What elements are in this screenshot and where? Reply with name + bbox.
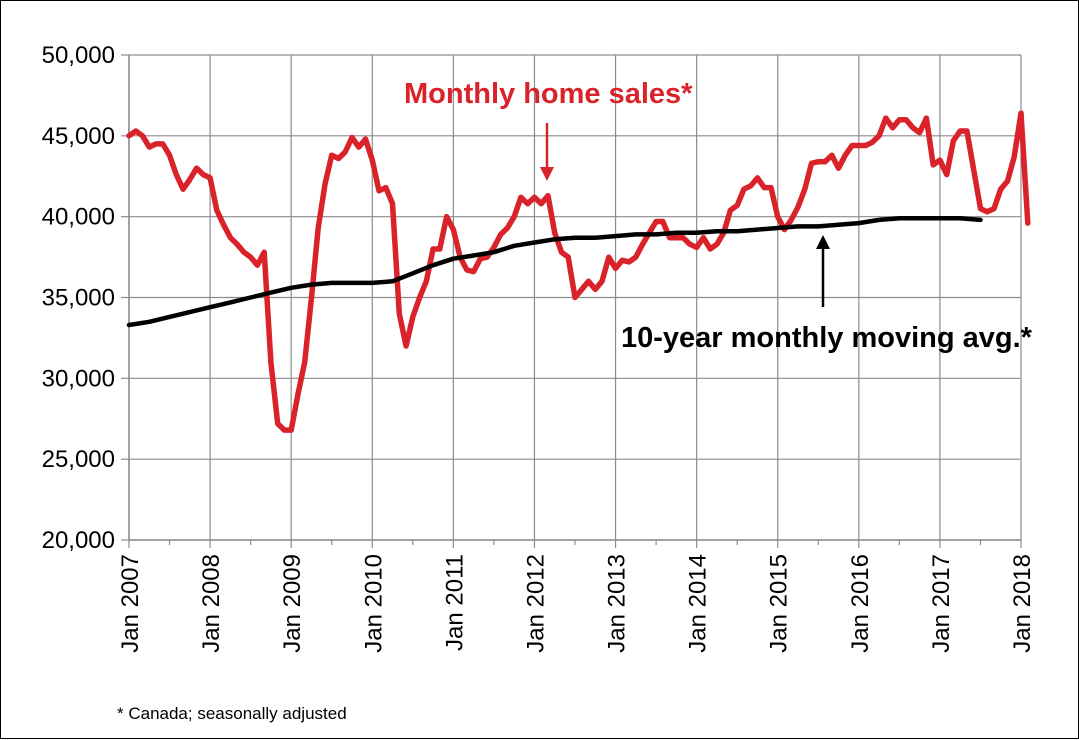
axes [121, 54, 1022, 548]
grid [128, 54, 1022, 541]
y-tick-label: 25,000 [42, 446, 115, 473]
x-tick-label: Jan 2009 [279, 554, 306, 653]
avg-arrow-head [816, 235, 830, 249]
sales-arrow-head [540, 167, 554, 181]
x-tick-label: Jan 2015 [766, 554, 793, 653]
series-line-monthly-sales [126, 110, 1031, 433]
y-tick-label: 40,000 [42, 204, 115, 231]
x-tick-label: Jan 2016 [847, 554, 874, 653]
y-tick-label: 20,000 [42, 527, 115, 554]
x-tick-label: Jan 2014 [685, 554, 712, 653]
x-tick-label: Jan 2013 [604, 554, 631, 653]
footnote: * Canada; seasonally adjusted [117, 704, 347, 723]
x-tick-label: Jan 2007 [117, 554, 144, 653]
y-tick-labels: 20,000 25,000 30,000 35,000 40,000 45,000 50,0… [42, 42, 115, 554]
annotations: Monthly home sales* 10-year monthly movi… [404, 78, 1033, 354]
series-lines [126, 110, 1031, 433]
x-tick-labels: Jan 2007 Jan 2008 Jan 2009 Jan 2010 Jan 2011… [117, 554, 1036, 653]
sales-annotation-label: Monthly home sales* [404, 78, 693, 110]
y-tick-label: 30,000 [42, 365, 115, 392]
x-tick-label: Jan 2011 [441, 554, 468, 651]
x-tick-label: Jan 2008 [198, 554, 225, 653]
x-tick-label: Jan 2018 [1009, 554, 1036, 653]
x-tick-label: Jan 2010 [360, 554, 387, 653]
y-tick-label: 35,000 [42, 285, 115, 312]
x-tick-label: Jan 2012 [522, 554, 549, 653]
avg-annotation-label: 10-year monthly moving avg.* [621, 322, 1033, 354]
x-tick-label: Jan 2017 [928, 554, 955, 653]
y-tick-label: 50,000 [42, 42, 115, 69]
y-tick-label: 45,000 [42, 123, 115, 150]
series-line-moving-average [126, 216, 983, 328]
